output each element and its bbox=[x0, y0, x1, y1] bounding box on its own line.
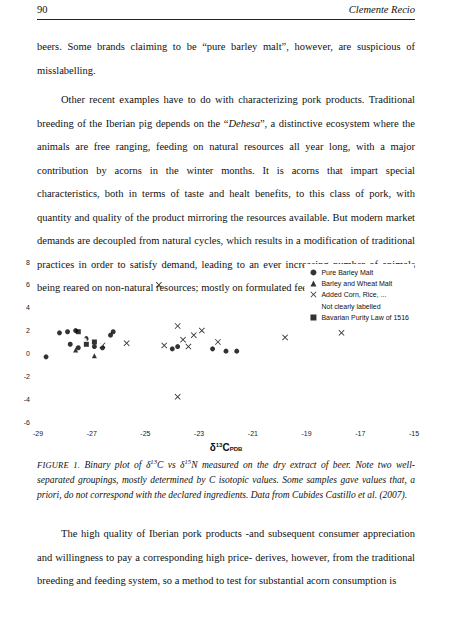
svg-text:-25: -25 bbox=[140, 430, 150, 437]
svg-text:-15: -15 bbox=[409, 430, 419, 437]
svg-text:Added Corn, Rice, ...: Added Corn, Rice, ... bbox=[321, 291, 386, 298]
svg-text:6: 6 bbox=[26, 281, 30, 288]
svg-text:-23: -23 bbox=[194, 430, 204, 437]
svg-text:-27: -27 bbox=[87, 430, 97, 437]
svg-text:-6: -6 bbox=[24, 419, 30, 426]
svg-text:8: 8 bbox=[26, 259, 30, 266]
svg-text:Not clearly labelled: Not clearly labelled bbox=[321, 303, 380, 311]
svg-text:0: 0 bbox=[26, 350, 30, 357]
svg-text:-2: -2 bbox=[24, 373, 30, 380]
svg-text:4: 4 bbox=[26, 304, 30, 311]
svg-text:-4: -4 bbox=[24, 396, 30, 403]
svg-text:2: 2 bbox=[26, 327, 30, 334]
svg-text:Barley and Wheat Malt: Barley and Wheat Malt bbox=[321, 280, 392, 288]
svg-text:Bavarian Purity Law of 1516: Bavarian Purity Law of 1516 bbox=[321, 314, 409, 322]
svg-text:Pure Barley Malt: Pure Barley Malt bbox=[321, 269, 373, 277]
svg-text:-29: -29 bbox=[33, 430, 43, 437]
svg-text:-21: -21 bbox=[248, 430, 258, 437]
svg-text:-17: -17 bbox=[355, 430, 365, 437]
svg-text:PDB: PDB bbox=[230, 446, 243, 452]
svg-text:-19: -19 bbox=[302, 430, 312, 437]
svg-text:C: C bbox=[222, 442, 229, 453]
